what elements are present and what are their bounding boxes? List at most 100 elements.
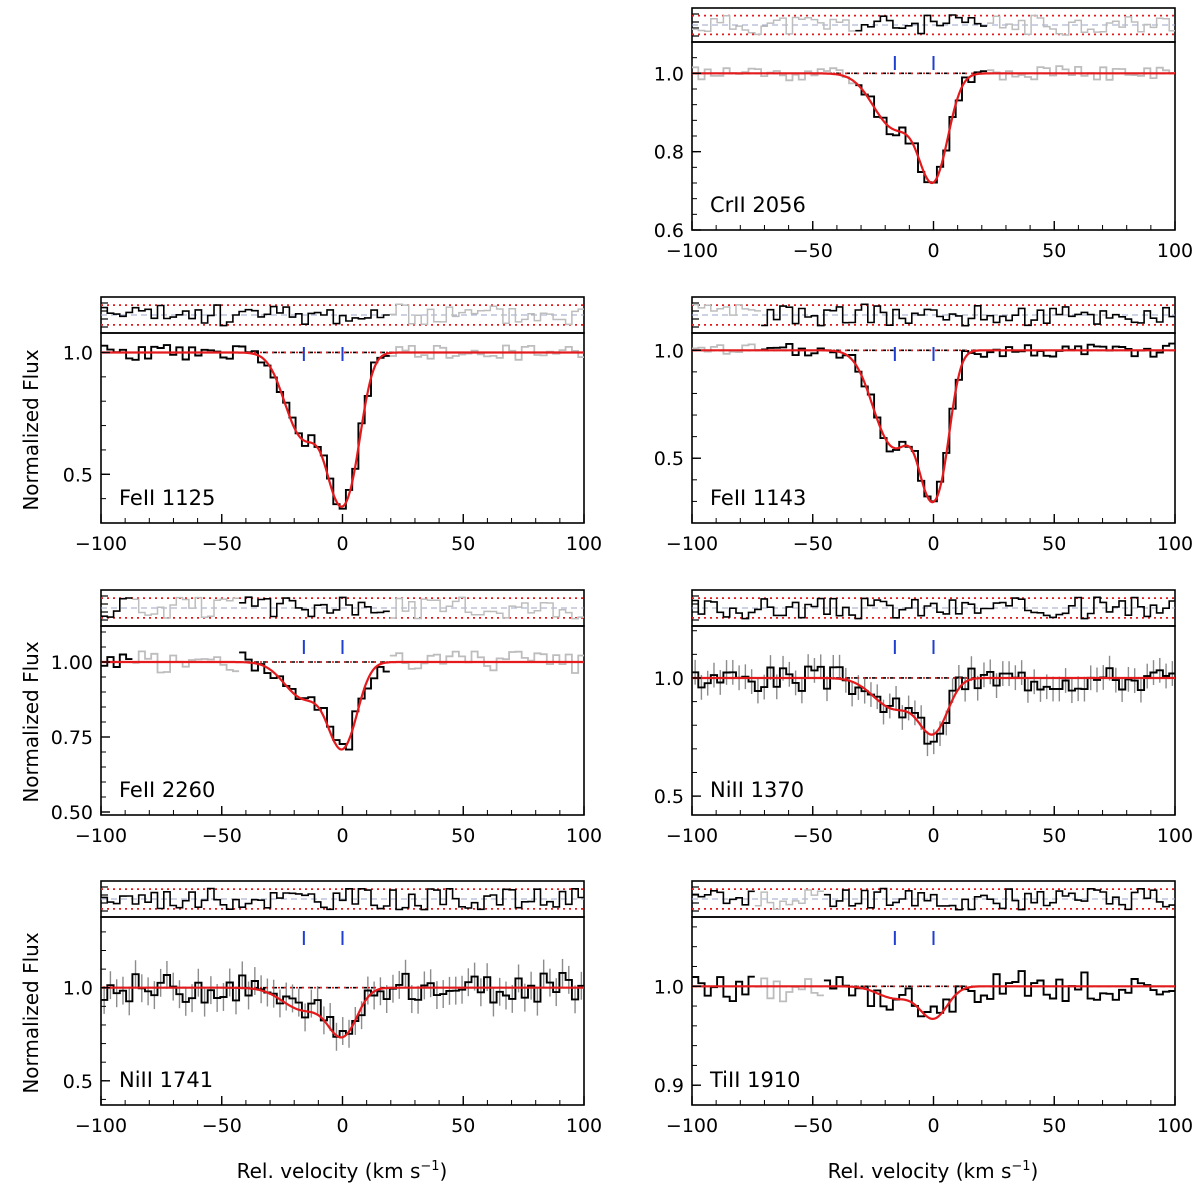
xtick-label: 50 bbox=[451, 533, 475, 555]
model-fit-line bbox=[101, 660, 584, 751]
ytick-label: 1.0 bbox=[63, 342, 93, 364]
ytick-label: 1.0 bbox=[63, 978, 93, 1000]
spectrum-data bbox=[761, 342, 1175, 503]
residual-data bbox=[101, 596, 390, 618]
ion-label: NiII 1370 bbox=[710, 778, 804, 802]
xtick-label: 100 bbox=[566, 533, 602, 555]
xtick-label: −100 bbox=[666, 825, 718, 847]
x-axis-label-close: ) bbox=[440, 1159, 448, 1183]
xtick-label: 100 bbox=[1157, 825, 1193, 847]
ytick-label: 1.0 bbox=[654, 668, 684, 690]
xtick-label: −100 bbox=[666, 240, 718, 262]
xtick-label: 100 bbox=[1157, 1115, 1193, 1137]
residual-masked bbox=[389, 303, 584, 326]
ytick-label: 1.0 bbox=[654, 63, 684, 85]
residual-data bbox=[101, 304, 390, 327]
xtick-label: 0 bbox=[336, 533, 348, 555]
ytick-label: 1.00 bbox=[51, 652, 93, 674]
xtick-label: −50 bbox=[202, 825, 242, 847]
xtick-label: 0 bbox=[927, 533, 939, 555]
xtick-label: −100 bbox=[75, 825, 127, 847]
spectrum-masked bbox=[692, 343, 762, 355]
ion-label: FeII 1125 bbox=[119, 486, 215, 510]
spectrum-data bbox=[101, 344, 390, 510]
ytick-label: 0.5 bbox=[654, 786, 684, 808]
x-axis-label-right: Rel. velocity (km s−1) bbox=[828, 1159, 1039, 1183]
xtick-label: 100 bbox=[566, 825, 602, 847]
ytick-label: 1.0 bbox=[654, 340, 684, 362]
ytick-label: 0.75 bbox=[51, 727, 93, 749]
xtick-label: 100 bbox=[1157, 240, 1193, 262]
ytick-label: 0.8 bbox=[654, 142, 684, 164]
panel-niii-1370: 0.5 1.0 −100 −50 0 50 100 NiII 1370 bbox=[654, 589, 1193, 847]
ion-label: CrII 2056 bbox=[710, 193, 806, 217]
residual-data bbox=[761, 303, 1175, 327]
panel-feii-1125: 0.5 1.0 −100 −50 0 50 100 FeII 1125 bbox=[63, 296, 602, 555]
xtick-label: 50 bbox=[451, 1115, 475, 1137]
residual-masked bbox=[754, 889, 824, 910]
model-fit-line bbox=[101, 351, 584, 508]
residual-masked bbox=[132, 596, 584, 620]
panel-niii-1741: 0.5 1.0 −100 −50 0 50 100 NiII 1741 bbox=[63, 880, 602, 1137]
xtick-label: 50 bbox=[1042, 240, 1066, 262]
x-axis-label-close: ) bbox=[1031, 1159, 1039, 1183]
xtick-label: 50 bbox=[451, 825, 475, 847]
xtick-label: −50 bbox=[202, 533, 242, 555]
xtick-label: 100 bbox=[1157, 533, 1193, 555]
xtick-label: −50 bbox=[793, 1115, 833, 1137]
residual-masked bbox=[692, 14, 1175, 36]
residual-data bbox=[101, 887, 584, 911]
model-fit-line bbox=[692, 985, 1175, 1021]
y-axis-label-row4: Normalized Flux bbox=[19, 932, 43, 1094]
ytick-label: 0.50 bbox=[51, 802, 93, 824]
xtick-label: −100 bbox=[666, 1115, 718, 1137]
xtick-label: 0 bbox=[336, 1115, 348, 1137]
y-axis-label-row3: Normalized Flux bbox=[19, 641, 43, 803]
xtick-label: 0 bbox=[927, 1115, 939, 1137]
spectrum-masked bbox=[754, 977, 824, 1003]
ytick-label: 0.9 bbox=[654, 1075, 684, 1097]
xtick-label: 0 bbox=[927, 240, 939, 262]
spectrum-data bbox=[101, 971, 584, 1038]
x-axis-label-text: Rel. velocity (km s bbox=[828, 1159, 1012, 1183]
panel-feii-2260: 0.50 0.75 1.00 −100 −50 0 50 100 FeII 2260 bbox=[51, 589, 602, 847]
x-axis-label-unit: −1 bbox=[420, 1159, 439, 1174]
x-axis-label-text: Rel. velocity (km s bbox=[237, 1159, 421, 1183]
xtick-label: 100 bbox=[566, 1115, 602, 1137]
panel-feii-1143: 0.5 1.0 −100 −50 0 50 100 FeII 1143 bbox=[654, 296, 1193, 555]
residual-data bbox=[692, 596, 1175, 620]
xtick-label: −50 bbox=[793, 533, 833, 555]
ytick-label: 0.5 bbox=[63, 464, 93, 486]
xtick-label: 50 bbox=[1042, 533, 1066, 555]
xtick-label: 50 bbox=[1042, 825, 1066, 847]
residual-data bbox=[855, 14, 988, 35]
ion-label: NiII 1741 bbox=[119, 1068, 213, 1092]
model-fit-line bbox=[692, 349, 1175, 504]
ytick-label: 0.5 bbox=[654, 448, 684, 470]
ion-label: TiII 1910 bbox=[709, 1068, 801, 1092]
xtick-label: 0 bbox=[927, 825, 939, 847]
xtick-label: 0 bbox=[336, 825, 348, 847]
xtick-label: −50 bbox=[202, 1115, 242, 1137]
xtick-label: −100 bbox=[75, 533, 127, 555]
model-fit-line bbox=[692, 676, 1175, 736]
x-axis-label-left: Rel. velocity (km s−1) bbox=[237, 1159, 448, 1183]
panel-tiii-1910: 0.9 1.0 −100 −50 0 50 100 TiII 1910 bbox=[654, 880, 1193, 1137]
ytick-label: 0.5 bbox=[63, 1071, 93, 1093]
panel-crii-2056: 0.6 0.8 1.0 −100 −50 0 50 100 CrII 2056 bbox=[654, 7, 1193, 262]
xtick-label: −100 bbox=[75, 1115, 127, 1137]
xtick-label: −100 bbox=[666, 533, 718, 555]
y-axis-label-row2: Normalized Flux bbox=[19, 349, 43, 511]
spectrum-masked bbox=[692, 65, 1175, 85]
ytick-label: 1.0 bbox=[654, 976, 684, 998]
ion-label: FeII 1143 bbox=[710, 486, 806, 510]
spectrum-data bbox=[101, 651, 390, 751]
x-axis-label-unit: −1 bbox=[1011, 1159, 1030, 1174]
residual-data bbox=[692, 887, 1175, 911]
model-fit-line bbox=[692, 72, 1175, 185]
ion-label: FeII 2260 bbox=[119, 778, 215, 802]
ytick-label: 0.6 bbox=[654, 220, 684, 242]
spectrum-data bbox=[692, 665, 1175, 745]
xtick-label: 50 bbox=[1042, 1115, 1066, 1137]
